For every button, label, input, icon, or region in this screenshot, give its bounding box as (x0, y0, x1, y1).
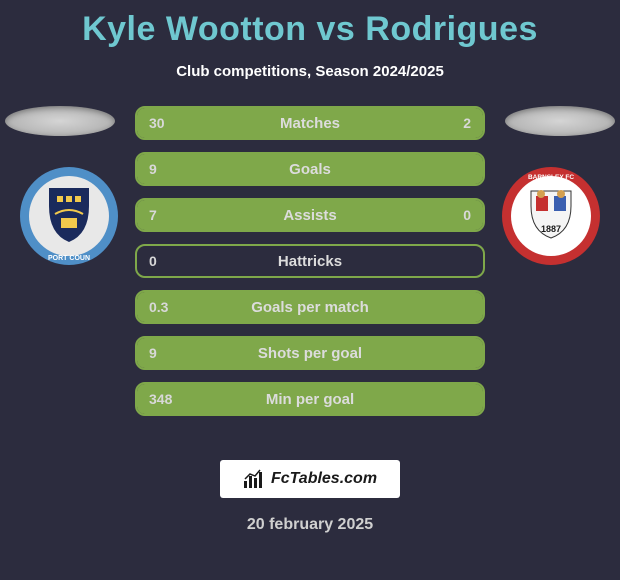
bars-chart-icon (243, 469, 265, 489)
stat-bar-fill-left (137, 154, 483, 184)
comparison-area: PORT COUN 1887 BARNSLEY FC Matches302 Goa… (0, 106, 620, 436)
fctables-logo: FcTables.com (220, 460, 400, 498)
stockport-crest-icon: PORT COUN (19, 166, 119, 266)
page-title: Kyle Wootton vs Rodrigues (0, 0, 620, 49)
stat-bar: Min per goal348 (135, 382, 485, 416)
date-text: 20 february 2025 (0, 516, 620, 534)
player-platform-right (505, 106, 615, 136)
club-crest-right: 1887 BARNSLEY FC (501, 166, 601, 266)
player-platform-left (5, 106, 115, 136)
club-crest-left: PORT COUN (19, 166, 119, 266)
barnsley-crest-icon: 1887 BARNSLEY FC (501, 166, 601, 266)
stat-bar: Assists70 (135, 198, 485, 232)
stat-bar: Matches302 (135, 106, 485, 140)
stat-bar-fill-left (137, 292, 483, 322)
stat-bar-fill-left (137, 108, 461, 138)
stat-bar: Goals per match0.3 (135, 290, 485, 324)
stat-bar: Goals9 (135, 152, 485, 186)
stat-value-left: 0 (137, 246, 169, 276)
stat-bars: Matches302 Goals9 Assists70 Hattricks0 Goals… (135, 106, 485, 416)
logo-text: FcTables.com (271, 470, 377, 488)
subtitle: Club competitions, Season 2024/2025 (0, 63, 620, 80)
stat-bar: Shots per goal9 (135, 336, 485, 370)
stat-bar-fill-right (461, 108, 483, 138)
stat-bar-fill-left (137, 200, 483, 230)
svg-text:PORT COUN: PORT COUN (48, 255, 90, 262)
stat-bar-fill-left (137, 338, 483, 368)
stat-bar-label: Hattricks (137, 246, 483, 276)
svg-text:1887: 1887 (541, 224, 561, 234)
stat-bar: Hattricks0 (135, 244, 485, 278)
stat-bar-fill-left (137, 384, 483, 414)
svg-text:BARNSLEY FC: BARNSLEY FC (528, 174, 574, 181)
